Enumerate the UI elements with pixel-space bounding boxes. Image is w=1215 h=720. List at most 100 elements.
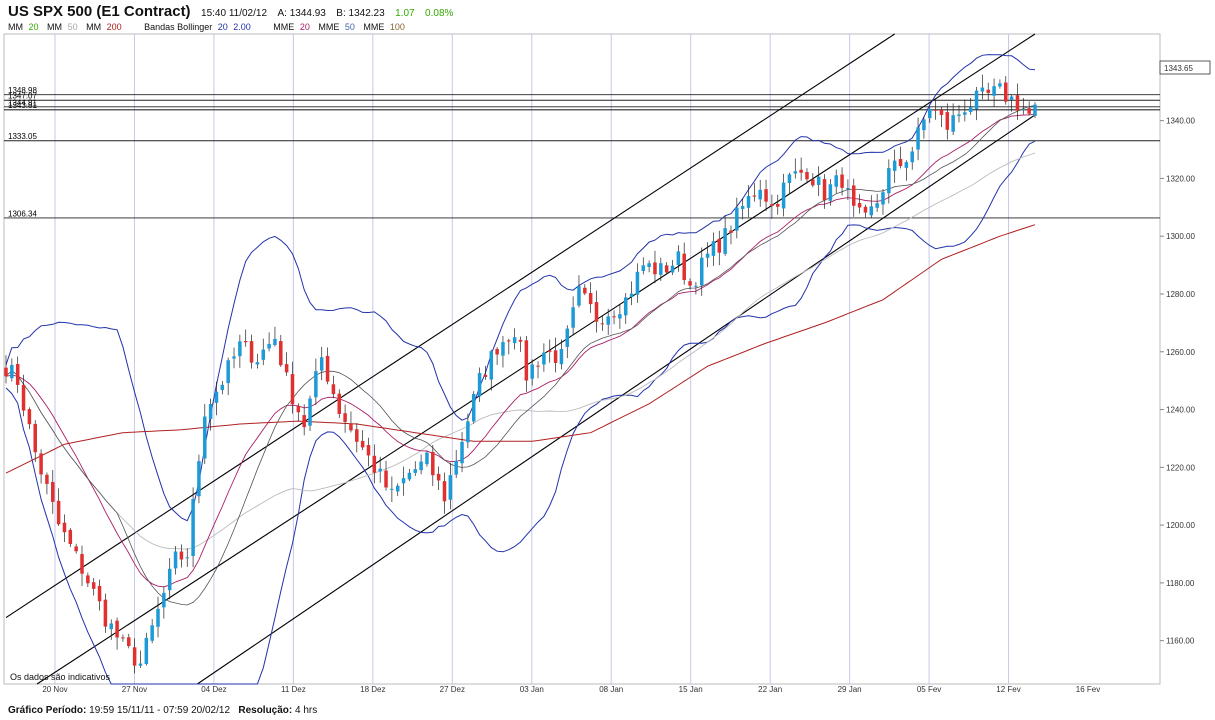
candle-body xyxy=(173,551,178,569)
candle-body xyxy=(255,362,260,365)
candle-body xyxy=(834,175,838,187)
candle-body xyxy=(542,352,546,365)
chart-header: US SPX 500 (E1 Contract) 15:40 11/02/12 … xyxy=(8,3,453,21)
indicator-legend: MM 20 MM 50 MM 200 Bandas Bollinger 20 2… xyxy=(8,22,411,32)
candle-body xyxy=(331,384,336,395)
disclaimer: Os dados são indicativos xyxy=(10,672,111,682)
candle-body xyxy=(208,404,213,420)
candle-body xyxy=(378,468,382,472)
legend-mme100[interactable]: MME 100 xyxy=(363,22,408,32)
candle-body xyxy=(974,90,979,110)
x-tick-label: 04 Dez xyxy=(201,685,226,694)
candle-body xyxy=(746,196,751,208)
x-tick-label: 08 Jan xyxy=(599,685,623,694)
legend-bollinger[interactable]: Bandas Bollinger 20 2.00 xyxy=(144,22,254,32)
y-axis: 1160.00 1180.00 1200.00 1220.00 1240.00 1260.… xyxy=(1160,117,1195,646)
candle-body xyxy=(372,455,377,473)
candle-body xyxy=(121,637,125,639)
candle-body xyxy=(442,481,447,502)
y-tick-label: 1220.00 xyxy=(1166,463,1195,472)
candle-body xyxy=(290,374,295,405)
y-tick-label: 1200.00 xyxy=(1166,521,1195,530)
bid-price: B: 1342.23 xyxy=(336,8,385,19)
x-tick-label: 11 Dez xyxy=(281,685,306,694)
candle-body xyxy=(325,355,330,382)
candle-body xyxy=(68,529,73,545)
candle-body xyxy=(852,185,856,206)
candle-body xyxy=(922,119,926,131)
instrument-title: US SPX 500 (E1 Contract) xyxy=(8,3,191,20)
candle-body xyxy=(583,287,587,294)
candlesticks xyxy=(4,74,1037,674)
current-price-box-bg xyxy=(1159,60,1211,75)
candle-body xyxy=(127,637,131,647)
legend-mme20[interactable]: MME 20 xyxy=(273,22,313,32)
candle-body xyxy=(1015,95,1020,111)
y-tick-label: 1180.00 xyxy=(1166,579,1195,588)
candle-body xyxy=(1033,104,1037,116)
candle-body xyxy=(647,263,651,268)
candle-body xyxy=(360,440,365,448)
candle-body xyxy=(892,160,897,171)
candle-body xyxy=(682,253,686,281)
candle-body xyxy=(723,228,727,254)
candle-body xyxy=(489,351,494,380)
candle-body xyxy=(413,469,418,473)
y-tick-label: 1260.00 xyxy=(1166,348,1195,357)
indicator-lines xyxy=(5,54,1036,685)
candle-body xyxy=(395,485,400,492)
y-tick-label: 1340.00 xyxy=(1166,117,1195,126)
candle-body xyxy=(577,286,581,306)
candle-body xyxy=(243,340,248,343)
candle-body xyxy=(676,251,681,265)
legend-label: MME xyxy=(363,22,385,32)
legend-value: 200 xyxy=(106,22,122,32)
legend-mm50[interactable]: MM 50 xyxy=(47,22,81,32)
candle-body xyxy=(980,87,985,92)
legend-mme50[interactable]: MME 50 xyxy=(318,22,358,32)
legend-value: 20 xyxy=(217,22,228,32)
candle-body xyxy=(857,203,862,208)
candle-body xyxy=(594,302,599,322)
plot-background xyxy=(3,33,1161,685)
candle-body xyxy=(419,461,423,471)
x-axis: 20 Nov 27 Nov 04 Dez 11 Dez 18 Dez 27 Dez 03 J… xyxy=(42,685,1100,694)
candle-body xyxy=(968,107,973,113)
legend-mm200[interactable]: MM 200 xyxy=(86,22,125,32)
candle-body xyxy=(232,356,236,359)
x-tick-label: 15 Jan xyxy=(679,685,703,694)
legend-mm20[interactable]: MM 20 xyxy=(8,22,42,32)
candle-body xyxy=(261,349,266,360)
current-price-box: 1343.65 xyxy=(1159,60,1211,75)
candle-body xyxy=(185,557,189,559)
candle-body xyxy=(355,429,359,442)
candle-body xyxy=(80,554,84,574)
candle-body xyxy=(74,546,78,552)
period-value: 19:59 15/11/11 - 07:59 20/02/12 xyxy=(89,705,230,716)
x-tick-label: 05 Fev xyxy=(917,685,941,694)
candle-body xyxy=(349,423,353,431)
candle-body xyxy=(1004,82,1008,102)
candle-body xyxy=(1021,109,1026,111)
candle-body xyxy=(764,189,768,202)
candle-body xyxy=(518,339,523,342)
x-tick-label: 03 Jan xyxy=(520,685,544,694)
candle-body xyxy=(933,109,938,111)
candle-body xyxy=(115,620,119,638)
candle-body xyxy=(4,367,8,377)
candle-body xyxy=(781,182,786,209)
channel-line xyxy=(197,114,1036,685)
candle-body xyxy=(401,478,406,484)
y-tick-label: 1160.00 xyxy=(1166,637,1195,646)
candle-body xyxy=(448,475,453,500)
candle-body xyxy=(875,203,879,208)
y-tick-label: 1280.00 xyxy=(1166,290,1195,299)
candle-body xyxy=(91,582,96,589)
candle-body xyxy=(670,265,675,273)
level-label: 1333.05 xyxy=(8,132,37,141)
level-label: 1306.34 xyxy=(8,209,37,218)
legend-label: MME xyxy=(273,22,295,32)
y-tick-label: 1300.00 xyxy=(1166,232,1195,241)
candle-body xyxy=(530,364,534,379)
